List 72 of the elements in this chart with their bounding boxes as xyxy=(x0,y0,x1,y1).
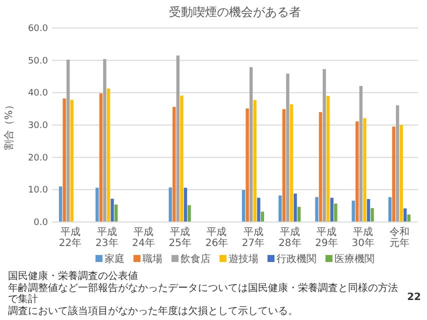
legend-label: 家庭 xyxy=(104,253,124,265)
bar xyxy=(392,126,396,222)
y-tick-label: 10.0 xyxy=(28,186,48,196)
legend-label: 職場 xyxy=(142,253,162,265)
bar xyxy=(184,188,188,222)
text: 調査において該当項目がなかった年度は欠損として示している。 xyxy=(8,306,299,317)
y-tick-label: 0.0 xyxy=(34,218,48,228)
bar xyxy=(363,118,366,222)
bar xyxy=(99,93,103,222)
x-tick-label: 令和元年 xyxy=(390,226,410,249)
bar xyxy=(168,187,172,222)
bar xyxy=(96,188,99,222)
bar xyxy=(294,194,297,222)
y-axis-title: 割合（%） xyxy=(3,100,15,150)
bar xyxy=(66,60,70,222)
y-tick-label: 20.0 xyxy=(28,153,48,164)
text: 年齢調整値など一部報告がなかったデータについては国民健康・栄養調査と同様の方法で集計 xyxy=(8,282,398,306)
x-tick-label: 平成26年 xyxy=(205,226,228,249)
bar xyxy=(366,199,370,222)
x-tick-label: 平成27年 xyxy=(242,226,265,249)
x-tick-label: 平成29年 xyxy=(315,226,338,249)
bar xyxy=(172,106,176,222)
bar xyxy=(188,205,191,222)
bar xyxy=(257,198,260,222)
y-tick-label: 40.0 xyxy=(28,88,48,99)
bar xyxy=(282,109,286,222)
bar xyxy=(370,208,374,222)
y-tick-label: 30.0 xyxy=(28,121,48,131)
x-tick-label: 平成22年 xyxy=(58,226,82,249)
bar xyxy=(114,204,118,222)
bar xyxy=(176,55,180,222)
legend-label: 行政機関 xyxy=(276,253,316,265)
bar xyxy=(322,69,326,222)
legend-label: 医療機関 xyxy=(334,253,374,265)
legend-label: 遊技場 xyxy=(228,253,258,265)
bar xyxy=(70,100,74,222)
bar xyxy=(290,104,294,222)
bar xyxy=(242,190,246,222)
bar xyxy=(278,195,282,222)
bar xyxy=(388,197,392,222)
bar xyxy=(103,59,106,222)
bar xyxy=(400,125,403,222)
bar xyxy=(62,98,66,222)
bar xyxy=(110,198,114,222)
x-tick-label: 平成25年 xyxy=(168,226,192,249)
x-tick-label: 平成23年 xyxy=(96,226,118,249)
bar xyxy=(246,108,249,222)
bar xyxy=(334,204,338,222)
x-tick-label: 平成30年 xyxy=(352,226,374,249)
bar xyxy=(180,96,184,222)
bar xyxy=(260,212,264,222)
x-tick-label: 平成28年 xyxy=(278,226,302,249)
bar xyxy=(326,96,330,222)
bar xyxy=(286,74,290,222)
legend-label: 飲食店 xyxy=(180,253,210,265)
bar xyxy=(352,200,355,222)
y-tick-label: 50.0 xyxy=(28,56,48,66)
x-tick-label: 平成24年 xyxy=(132,226,155,249)
chart-title: 受動喫煙の機会がある者 xyxy=(169,5,301,19)
bar xyxy=(396,105,400,222)
bar xyxy=(356,121,359,222)
bar xyxy=(330,198,334,222)
bar xyxy=(106,88,110,222)
bar xyxy=(253,100,257,222)
bar xyxy=(250,67,253,222)
y-tick-label: 60.0 xyxy=(28,24,48,34)
bar xyxy=(359,86,363,222)
bar xyxy=(58,186,62,222)
text: 22 xyxy=(407,292,421,303)
bar xyxy=(315,197,318,222)
bar xyxy=(318,112,322,222)
text: 国民健康・栄養調査の公表値 xyxy=(8,271,139,282)
